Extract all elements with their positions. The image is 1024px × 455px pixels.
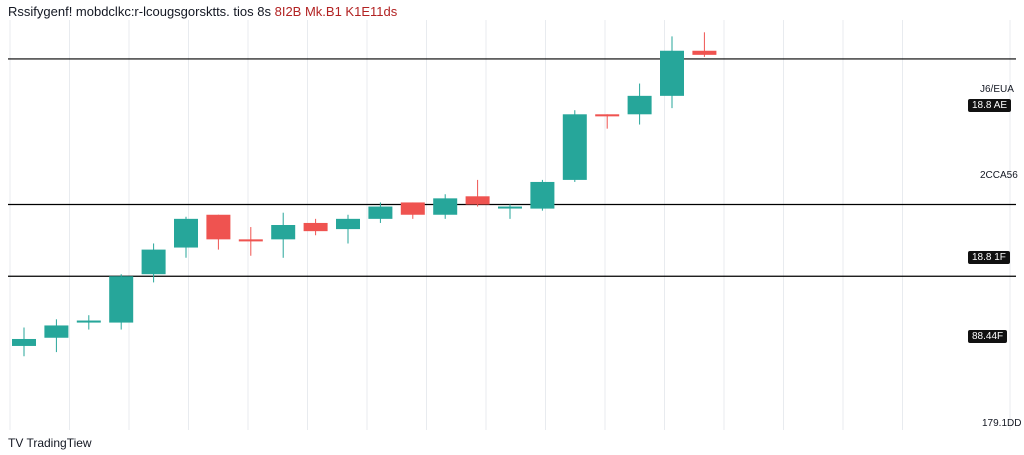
candle-body — [174, 218, 198, 248]
brand-logo-text: TV TradingTiew — [8, 436, 92, 450]
candle-body — [400, 202, 425, 215]
candle-body — [465, 196, 490, 205]
level-badge-2: 18.8 1F — [968, 251, 1010, 264]
candle-body — [44, 325, 69, 338]
candle-body — [562, 114, 587, 180]
price-label-bottom: 179.1DD — [982, 418, 1022, 429]
level-badge-1: 18.8 AE — [968, 99, 1012, 112]
candle-body — [109, 276, 134, 323]
candle-body — [368, 206, 393, 219]
candle-body — [433, 198, 458, 215]
candle-body — [530, 181, 555, 209]
candle-body — [303, 222, 328, 232]
chart-title: Rssifygenf! mobdclkc:r-lcougsgorsktts. t… — [8, 4, 397, 19]
candle-body — [141, 249, 166, 275]
price-label-mid: 2CCA56 — [980, 170, 1018, 181]
candle-body — [206, 214, 231, 240]
candle-body — [692, 50, 717, 55]
candle-body — [238, 239, 263, 242]
candle-body — [595, 114, 620, 117]
price-label-top: J6/EUA — [980, 84, 1014, 95]
level-badge-3: 88.44F — [968, 330, 1008, 343]
chart-title-highlight: 8I2B Mk.B1 K1E11ds — [274, 4, 398, 19]
chart-title-text: Rssifygenf! mobdclkc:r-lcougsgorsktts. t… — [8, 4, 271, 19]
candle-body — [76, 320, 101, 323]
candle-body — [660, 50, 684, 96]
candle-body — [336, 218, 360, 230]
candle-body — [498, 206, 522, 209]
candle-body — [12, 338, 36, 346]
candle-body — [627, 95, 652, 115]
candle-body — [271, 225, 296, 240]
